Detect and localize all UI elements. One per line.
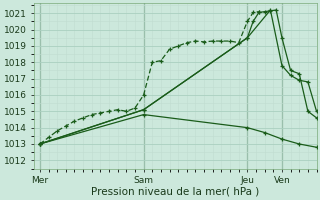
X-axis label: Pression niveau de la mer( hPa ): Pression niveau de la mer( hPa ) (91, 187, 260, 197)
